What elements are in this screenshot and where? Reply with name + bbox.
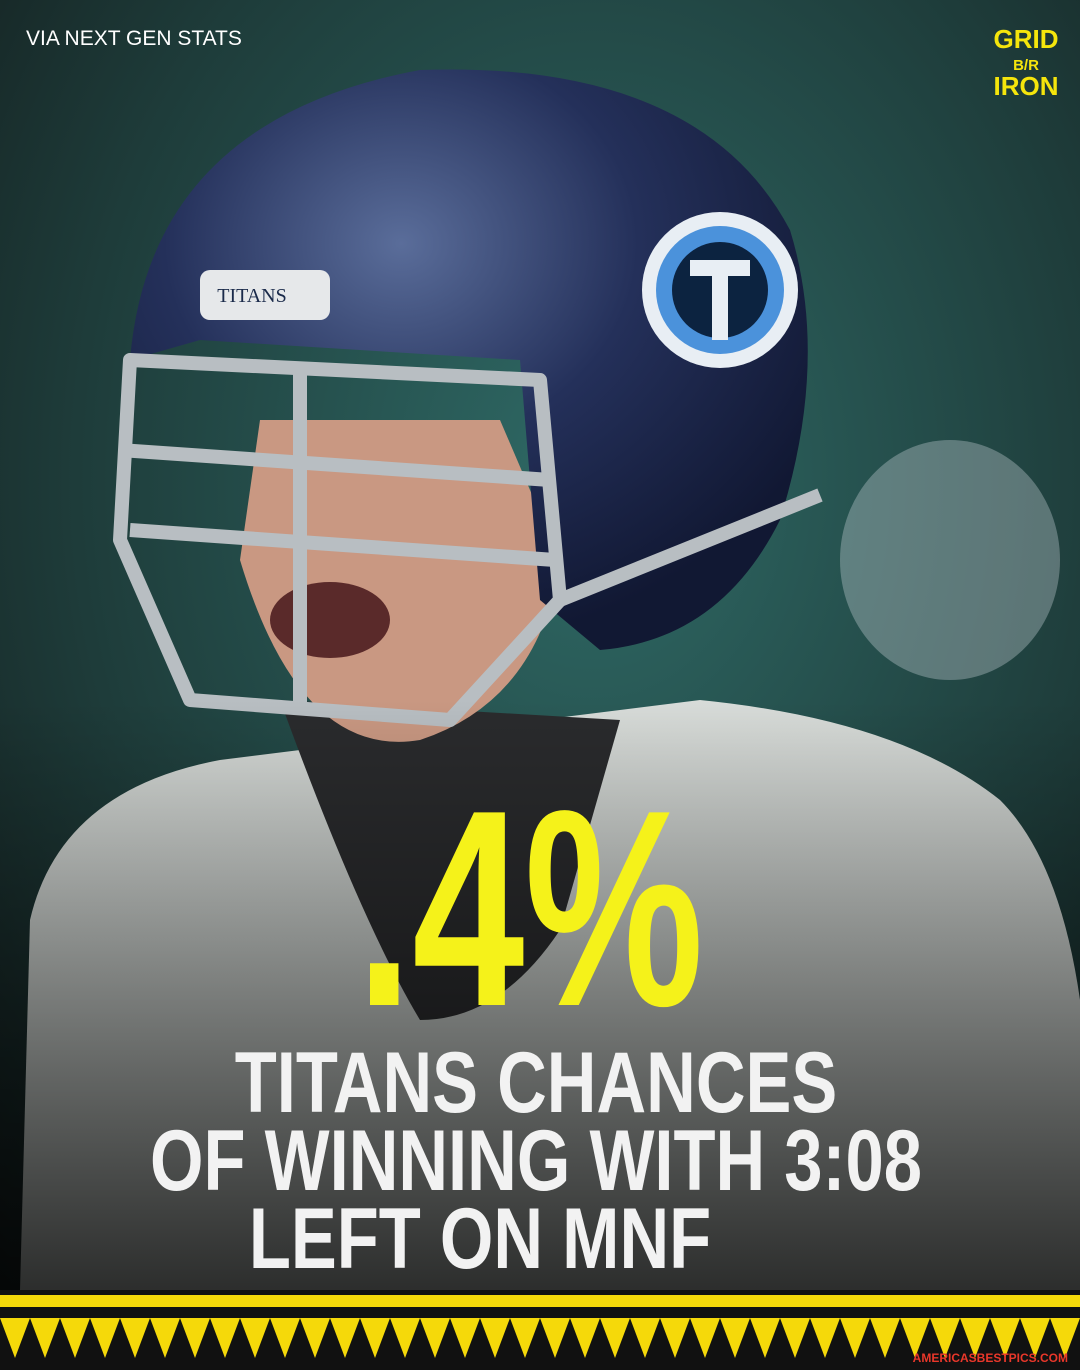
- logo-bottom: IRON: [994, 71, 1059, 101]
- helmet-text: TITANS: [217, 285, 287, 307]
- caption-line: OF WINNING WITH 3:08: [150, 1113, 922, 1209]
- face: [240, 420, 560, 742]
- footer-teeth: [0, 1318, 1080, 1358]
- logo-top: GRID: [994, 24, 1059, 54]
- watermark: AMERICASBESTPICS.COM: [913, 1351, 1068, 1365]
- bokeh-light: [840, 440, 1060, 680]
- stat: .4%: [356, 751, 703, 1064]
- footer-stripe: [0, 1295, 1080, 1307]
- helmet: [130, 69, 808, 650]
- logo-middle: B/R: [1013, 57, 1039, 74]
- caption-line: TITANS CHANCES: [235, 1035, 838, 1131]
- mouth: [270, 582, 390, 658]
- helmet-logo-t: [690, 260, 750, 340]
- shade: [0, 700, 1080, 1300]
- logo: GRID B/R IRON: [994, 24, 1059, 101]
- caption-line: LEFT ON MNF: [249, 1191, 711, 1287]
- helmet-bumper: [200, 270, 330, 320]
- source: VIA NEXT GEN STATS: [26, 27, 242, 50]
- caption: TITANS CHANCES OF WINNING WITH 3:08 LEFT…: [150, 1035, 922, 1287]
